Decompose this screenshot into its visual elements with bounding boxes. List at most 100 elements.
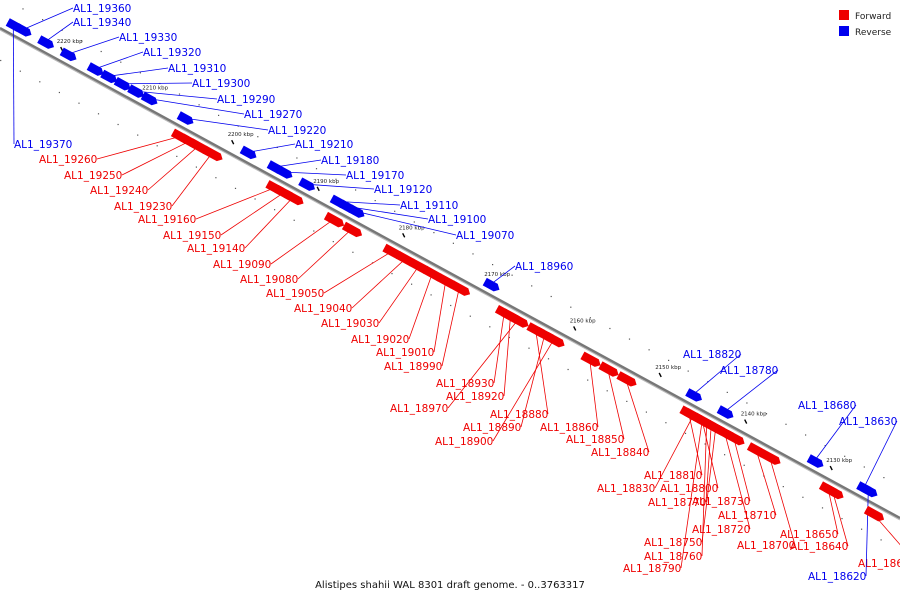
gene-label[interactable]: AL1_18680: [798, 400, 856, 412]
reverse-gene-block[interactable]: [127, 84, 144, 98]
reverse-gene-block[interactable]: [5, 18, 23, 32]
gene-label[interactable]: AL1_19120: [374, 184, 432, 196]
reverse-gene-block[interactable]: [59, 47, 77, 62]
gene-label[interactable]: AL1_19230: [114, 201, 172, 213]
gene-label[interactable]: AL1_18610: [858, 558, 900, 570]
reverse-gene-block[interactable]: [806, 454, 824, 468]
gene-label[interactable]: AL1_19320: [143, 47, 201, 59]
forward-gene-block[interactable]: [508, 312, 529, 328]
gene-label[interactable]: AL1_19370: [14, 139, 72, 151]
reverse-gene-block[interactable]: [37, 35, 54, 49]
gene-label[interactable]: AL1_18880: [490, 409, 548, 421]
reverse-gene-block[interactable]: [298, 177, 315, 191]
reverse-gene-block[interactable]: [100, 69, 117, 84]
gene-label[interactable]: AL1_19210: [295, 139, 353, 151]
gene-label[interactable]: AL1_18810: [644, 470, 702, 482]
forward-gene-block[interactable]: [823, 483, 844, 500]
leader-line: [447, 319, 519, 409]
gene-label[interactable]: AL1_18930: [436, 378, 494, 390]
gene-label[interactable]: AL1_18830: [597, 483, 655, 495]
gene-label[interactable]: AL1_18920: [446, 391, 504, 403]
gene-label[interactable]: AL1_19290: [217, 94, 275, 106]
reverse-gene-block[interactable]: [347, 204, 365, 218]
forward-gene-block[interactable]: [283, 189, 304, 206]
leader-line: [297, 229, 352, 280]
gene-label[interactable]: AL1_18720: [692, 524, 750, 536]
gene-label[interactable]: AL1_19090: [213, 259, 271, 271]
gene-label[interactable]: AL1_19050: [266, 288, 324, 300]
gene-label[interactable]: AL1_19340: [73, 17, 131, 29]
gene-label[interactable]: AL1_18650: [780, 529, 838, 541]
forward-gene-block[interactable]: [692, 412, 714, 429]
gene-label[interactable]: AL1_19250: [64, 170, 122, 182]
gene-label[interactable]: AL1_18850: [566, 434, 624, 446]
gene-label[interactable]: AL1_19270: [244, 109, 302, 121]
gene-label[interactable]: AL1_19300: [192, 78, 250, 90]
gene-label[interactable]: AL1_19030: [321, 318, 379, 330]
gene-label[interactable]: AL1_19150: [163, 230, 221, 242]
reverse-gene-block[interactable]: [176, 111, 194, 125]
gene-label[interactable]: AL1_18750: [644, 537, 702, 549]
gene-label[interactable]: AL1_18890: [463, 422, 521, 434]
forward-gene-block[interactable]: [863, 505, 885, 522]
gene-label[interactable]: AL1_18800: [660, 483, 718, 495]
gene-label[interactable]: AL1_18860: [540, 422, 598, 434]
gene-label[interactable]: AL1_18710: [718, 510, 776, 522]
gene-label[interactable]: AL1_19010: [376, 347, 434, 359]
gene-label[interactable]: AL1_19110: [400, 200, 458, 212]
tick-label: 2130 kbp: [826, 458, 852, 464]
gene-label[interactable]: AL1_19100: [428, 214, 486, 226]
gene-label[interactable]: AL1_18960: [515, 261, 573, 273]
leader-line: [654, 415, 694, 489]
forward-gene-block[interactable]: [598, 361, 619, 377]
gene-label[interactable]: AL1_18990: [384, 361, 442, 373]
dot-mark: [81, 40, 83, 42]
gene-label[interactable]: AL1_19040: [294, 303, 352, 315]
reverse-gene-block[interactable]: [239, 145, 257, 160]
forward-gene-block[interactable]: [580, 351, 601, 367]
gene-label[interactable]: AL1_19330: [119, 32, 177, 44]
gene-label[interactable]: AL1_18820: [683, 349, 741, 361]
forward-gene-block[interactable]: [202, 145, 223, 162]
gene-label[interactable]: AL1_19360: [73, 3, 131, 15]
gene-label[interactable]: AL1_19080: [240, 274, 298, 286]
forward-gene-block[interactable]: [760, 449, 781, 465]
gene-label[interactable]: AL1_18770: [648, 497, 706, 509]
reverse-gene-block[interactable]: [685, 388, 702, 402]
forward-gene-block[interactable]: [544, 331, 565, 348]
reverse-gene-block[interactable]: [140, 91, 158, 106]
reverse-gene-block[interactable]: [716, 405, 734, 419]
reverse-gene-block[interactable]: [86, 62, 104, 76]
gene-label[interactable]: AL1_18620: [808, 571, 866, 583]
reverse-gene-block[interactable]: [482, 277, 500, 292]
gene-label[interactable]: AL1_19220: [268, 125, 326, 137]
gene-label[interactable]: AL1_18630: [839, 416, 897, 428]
gene-label[interactable]: AL1_19020: [351, 334, 409, 346]
gene-label[interactable]: AL1_19260: [39, 154, 97, 166]
reverse-gene-block[interactable]: [275, 165, 293, 179]
gene-label[interactable]: AL1_18700: [737, 540, 795, 552]
gene-label[interactable]: AL1_19160: [138, 214, 196, 226]
forward-gene-block[interactable]: [449, 280, 471, 296]
gene-label[interactable]: AL1_18640: [790, 541, 848, 553]
gene-label[interactable]: AL1_19240: [90, 185, 148, 197]
gene-label[interactable]: AL1_19170: [346, 170, 404, 182]
dot-mark: [355, 189, 357, 191]
gene-label[interactable]: AL1_19180: [321, 155, 379, 167]
gene-label[interactable]: AL1_18760: [644, 551, 702, 563]
forward-gene-block[interactable]: [616, 371, 637, 387]
forward-gene-block[interactable]: [341, 221, 363, 238]
gene-label[interactable]: AL1_18970: [390, 403, 448, 415]
gene-label[interactable]: AL1_18900: [435, 436, 493, 448]
forward-gene-block[interactable]: [323, 211, 345, 228]
forward-gene-block[interactable]: [715, 425, 736, 441]
gene-label[interactable]: AL1_19140: [187, 243, 245, 255]
gene-label[interactable]: AL1_19070: [456, 230, 514, 242]
gene-label[interactable]: AL1_18790: [623, 563, 681, 575]
reverse-gene-block[interactable]: [113, 76, 131, 91]
gene-label[interactable]: AL1_19310: [168, 63, 226, 75]
reverse-gene-block[interactable]: [860, 483, 878, 498]
gene-label[interactable]: AL1_18840: [591, 447, 649, 459]
leader-line: [589, 359, 599, 428]
gene-label[interactable]: AL1_18780: [720, 365, 778, 377]
